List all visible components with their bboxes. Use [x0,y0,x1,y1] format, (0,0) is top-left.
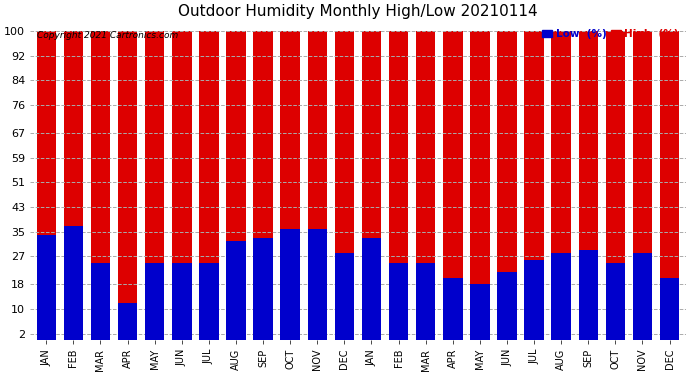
Bar [118,303,137,340]
Bar [118,31,137,340]
Bar [416,31,435,340]
Bar [172,262,192,340]
Bar [37,31,56,340]
Bar [145,31,164,340]
Bar [335,31,354,340]
Bar [660,31,680,340]
Bar [633,254,652,340]
Bar [90,262,110,340]
Bar [551,254,571,340]
Bar [470,31,490,340]
Bar [389,31,408,340]
Bar [524,260,544,340]
Bar [226,31,246,340]
Bar [578,31,598,340]
Text: Copyright 2021 Cartronics.com: Copyright 2021 Cartronics.com [37,31,178,40]
Bar [362,238,382,340]
Bar [199,31,219,340]
Legend: Low  (%), High  (%): Low (%), High (%) [540,27,680,41]
Bar [37,235,56,340]
Bar [551,31,571,340]
Bar [145,262,164,340]
Bar [389,262,408,340]
Bar [335,254,354,340]
Bar [253,238,273,340]
Bar [443,31,462,340]
Bar [497,272,517,340]
Bar [660,278,680,340]
Bar [416,262,435,340]
Bar [443,278,462,340]
Bar [199,262,219,340]
Bar [63,31,83,340]
Bar [253,31,273,340]
Bar [280,31,300,340]
Title: Outdoor Humidity Monthly High/Low 20210114: Outdoor Humidity Monthly High/Low 202101… [178,4,538,19]
Bar [226,241,246,340]
Bar [362,31,382,340]
Bar [172,31,192,340]
Bar [90,31,110,340]
Bar [606,31,625,340]
Bar [497,31,517,340]
Bar [578,250,598,340]
Bar [308,31,327,340]
Bar [308,229,327,340]
Bar [633,31,652,340]
Bar [63,225,83,340]
Bar [606,262,625,340]
Bar [280,229,300,340]
Bar [524,31,544,340]
Bar [470,284,490,340]
